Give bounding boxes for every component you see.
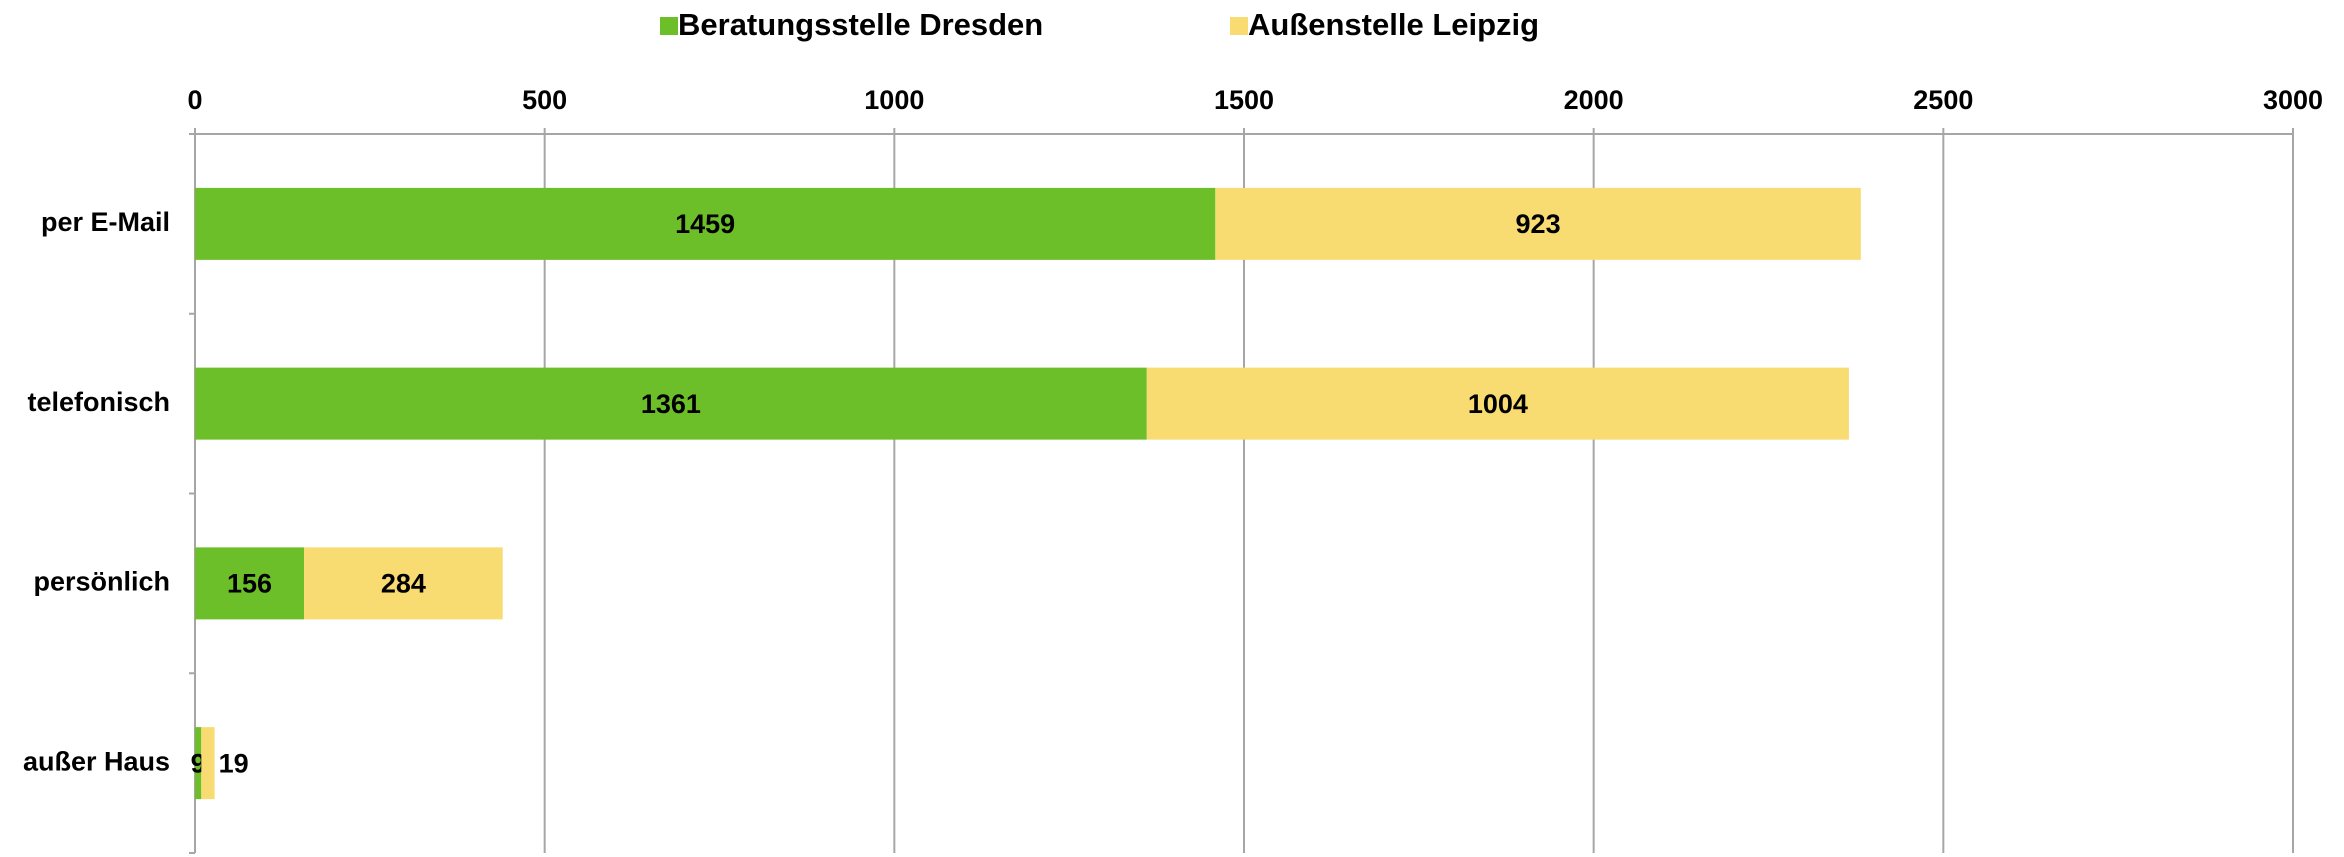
x-tick-label: 1500 bbox=[1214, 85, 1274, 115]
y-tick-label: telefonisch bbox=[27, 387, 170, 417]
data-label: 19 bbox=[219, 748, 249, 778]
data-label: 1459 bbox=[675, 209, 735, 239]
x-tick-label: 500 bbox=[522, 85, 567, 115]
bar bbox=[195, 187, 1216, 260]
x-tick-label: 2500 bbox=[1913, 85, 1973, 115]
y-tick-label: persönlich bbox=[33, 567, 170, 597]
legend-label: Außenstelle Leipzig bbox=[1248, 7, 1539, 42]
data-label: 156 bbox=[227, 569, 272, 599]
x-tick-label: 0 bbox=[187, 85, 202, 115]
bar bbox=[195, 367, 1147, 440]
data-label: 284 bbox=[381, 569, 426, 599]
x-tick-label: 2000 bbox=[1564, 85, 1624, 115]
legend: Beratungsstelle Dresden Außenstelle Leipz… bbox=[660, 7, 1539, 42]
data-label: 1361 bbox=[641, 389, 701, 419]
legend-swatch bbox=[660, 17, 678, 35]
x-tick-label: 3000 bbox=[2263, 85, 2323, 115]
data-label: 1004 bbox=[1468, 389, 1528, 419]
bar bbox=[1146, 367, 1849, 440]
bar bbox=[201, 727, 215, 800]
data-label: 923 bbox=[1516, 209, 1561, 239]
x-tick-label: 1000 bbox=[864, 85, 924, 115]
bar bbox=[195, 727, 202, 800]
legend-swatch bbox=[1230, 17, 1248, 35]
y-tick-label: per E-Mail bbox=[41, 207, 170, 237]
legend-label: Beratungsstelle Dresden bbox=[678, 7, 1043, 42]
bar bbox=[195, 547, 305, 620]
y-tick-label: außer Haus bbox=[23, 746, 170, 776]
bar bbox=[1215, 187, 1861, 260]
bar bbox=[304, 547, 503, 620]
